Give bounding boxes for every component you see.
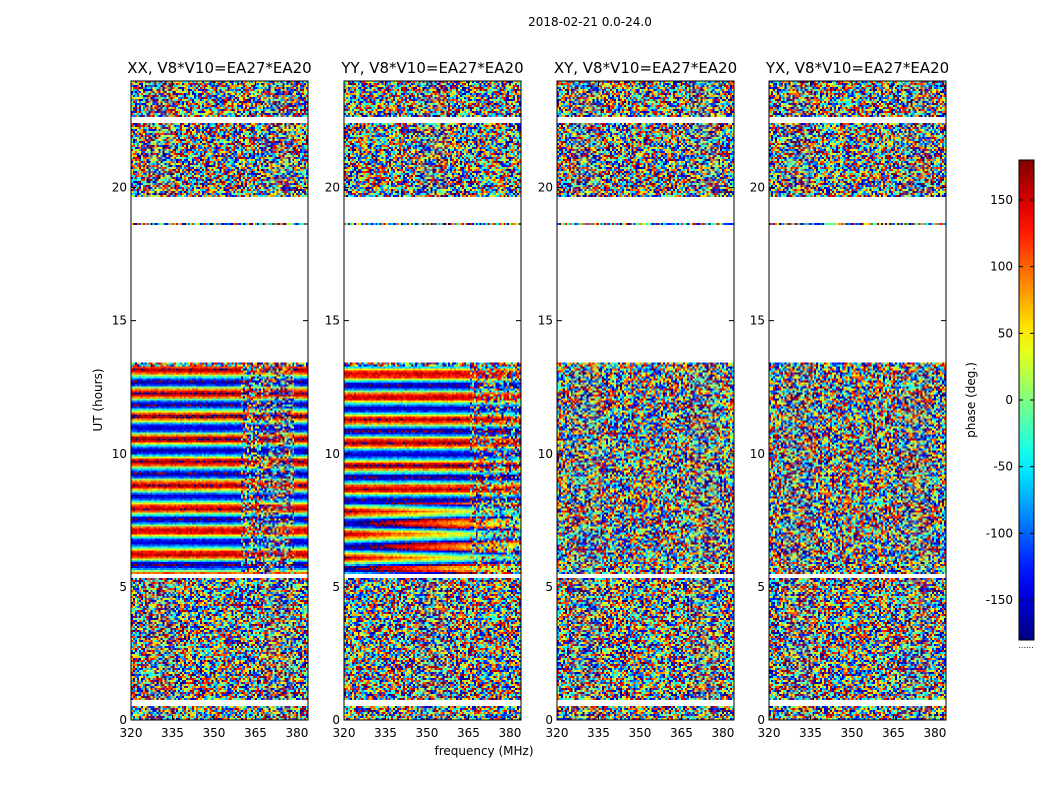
y-tick-label: 15: [538, 314, 553, 328]
y-tick-label: 5: [332, 580, 340, 594]
colorbar-label: phase (deg.): [964, 362, 978, 438]
panel-frame: [556, 80, 735, 721]
x-tick-label: 320: [546, 726, 569, 740]
y-tick-label: 0: [119, 713, 127, 727]
panel-group: XX, V8*V10=EA27*EA20 320 335 350 365 380 0 5 10 1…: [112, 59, 949, 740]
colorbar-footer: ......: [1018, 641, 1033, 650]
y-tick-label: 5: [757, 580, 765, 594]
x-tick-label: 320: [333, 726, 356, 740]
figure-suptitle: 2018-02-21 0.0-24.0: [528, 15, 652, 29]
colorbar-tick-label: -150: [986, 593, 1013, 607]
y-tick-label: 0: [545, 713, 553, 727]
y-axis-label: UT (hours): [91, 368, 105, 431]
panel-2: YY, V8*V10=EA27*EA20 320 335 350 365 380 0 5 10 1…: [325, 59, 524, 740]
x-tick-label: 380: [711, 726, 734, 740]
panel-4: YX, V8*V10=EA27*EA20 320 335 350 365 380 0 5 10 1…: [750, 59, 949, 740]
y-tick-label: 15: [325, 314, 340, 328]
y-tick-label: 10: [538, 447, 553, 461]
x-tick-label: 350: [841, 726, 864, 740]
y-tick-label: 20: [325, 181, 340, 195]
panel-3: XY, V8*V10=EA27*EA20 320 335 350 365 380 0 5 10 1…: [538, 59, 737, 740]
y-tick-label: 5: [119, 580, 127, 594]
x-tick-label: 380: [923, 726, 946, 740]
panel-frame: [130, 80, 309, 721]
y-tick-label: 15: [112, 314, 127, 328]
colorbar-tick-label: -50: [993, 460, 1013, 474]
x-tick-label: 380: [498, 726, 521, 740]
panel-title: XY, V8*V10=EA27*EA20: [554, 59, 737, 77]
phase-heatmap-4: [769, 81, 946, 720]
x-tick-label: 335: [374, 726, 397, 740]
x-tick-label: 350: [416, 726, 439, 740]
y-tick-label: 20: [750, 181, 765, 195]
x-tick-label: 350: [629, 726, 652, 740]
panel-1: XX, V8*V10=EA27*EA20 320 335 350 365 380 0 5 10 1…: [112, 59, 312, 740]
colorbar: -150 -100 -50 0 50 100 150: [986, 159, 1035, 641]
panel-title: XX, V8*V10=EA27*EA20: [127, 59, 311, 77]
panel-frame: [343, 80, 522, 721]
colorbar-tick-label: 0: [1005, 393, 1013, 407]
y-tick-label: 0: [332, 713, 340, 727]
y-tick-label: 20: [538, 181, 553, 195]
y-tick-label: 20: [112, 181, 127, 195]
phase-heatmap-1: [131, 81, 308, 720]
phase-heatmap-3: [557, 81, 734, 720]
y-tick-label: 0: [757, 713, 765, 727]
y-tick-label: 10: [325, 447, 340, 461]
colorbar-tick-label: -100: [986, 526, 1013, 540]
phase-heatmap-2: [344, 81, 521, 720]
colorbar-tick-label: 150: [990, 193, 1013, 207]
colorbar-tick-label: 100: [990, 260, 1013, 274]
x-tick-label: 335: [161, 726, 184, 740]
x-tick-label: 320: [758, 726, 781, 740]
y-tick-label: 15: [750, 314, 765, 328]
x-tick-label: 365: [457, 726, 480, 740]
x-tick-label: 335: [799, 726, 822, 740]
y-tick-label: 10: [112, 447, 127, 461]
x-tick-label: 380: [285, 726, 308, 740]
x-tick-label: 320: [120, 726, 143, 740]
x-tick-label: 365: [882, 726, 905, 740]
panel-title: YY, V8*V10=EA27*EA20: [340, 59, 523, 77]
x-tick-label: 365: [244, 726, 267, 740]
colorbar-tick-label: 50: [998, 326, 1013, 340]
panel-title: YX, V8*V10=EA27*EA20: [765, 59, 949, 77]
panel-frame: [768, 80, 947, 721]
y-tick-label: 5: [545, 580, 553, 594]
x-tick-label: 365: [670, 726, 693, 740]
x-axis-label: frequency (MHz): [434, 744, 533, 758]
x-tick-label: 350: [203, 726, 226, 740]
x-tick-label: 335: [587, 726, 610, 740]
y-tick-label: 10: [750, 447, 765, 461]
